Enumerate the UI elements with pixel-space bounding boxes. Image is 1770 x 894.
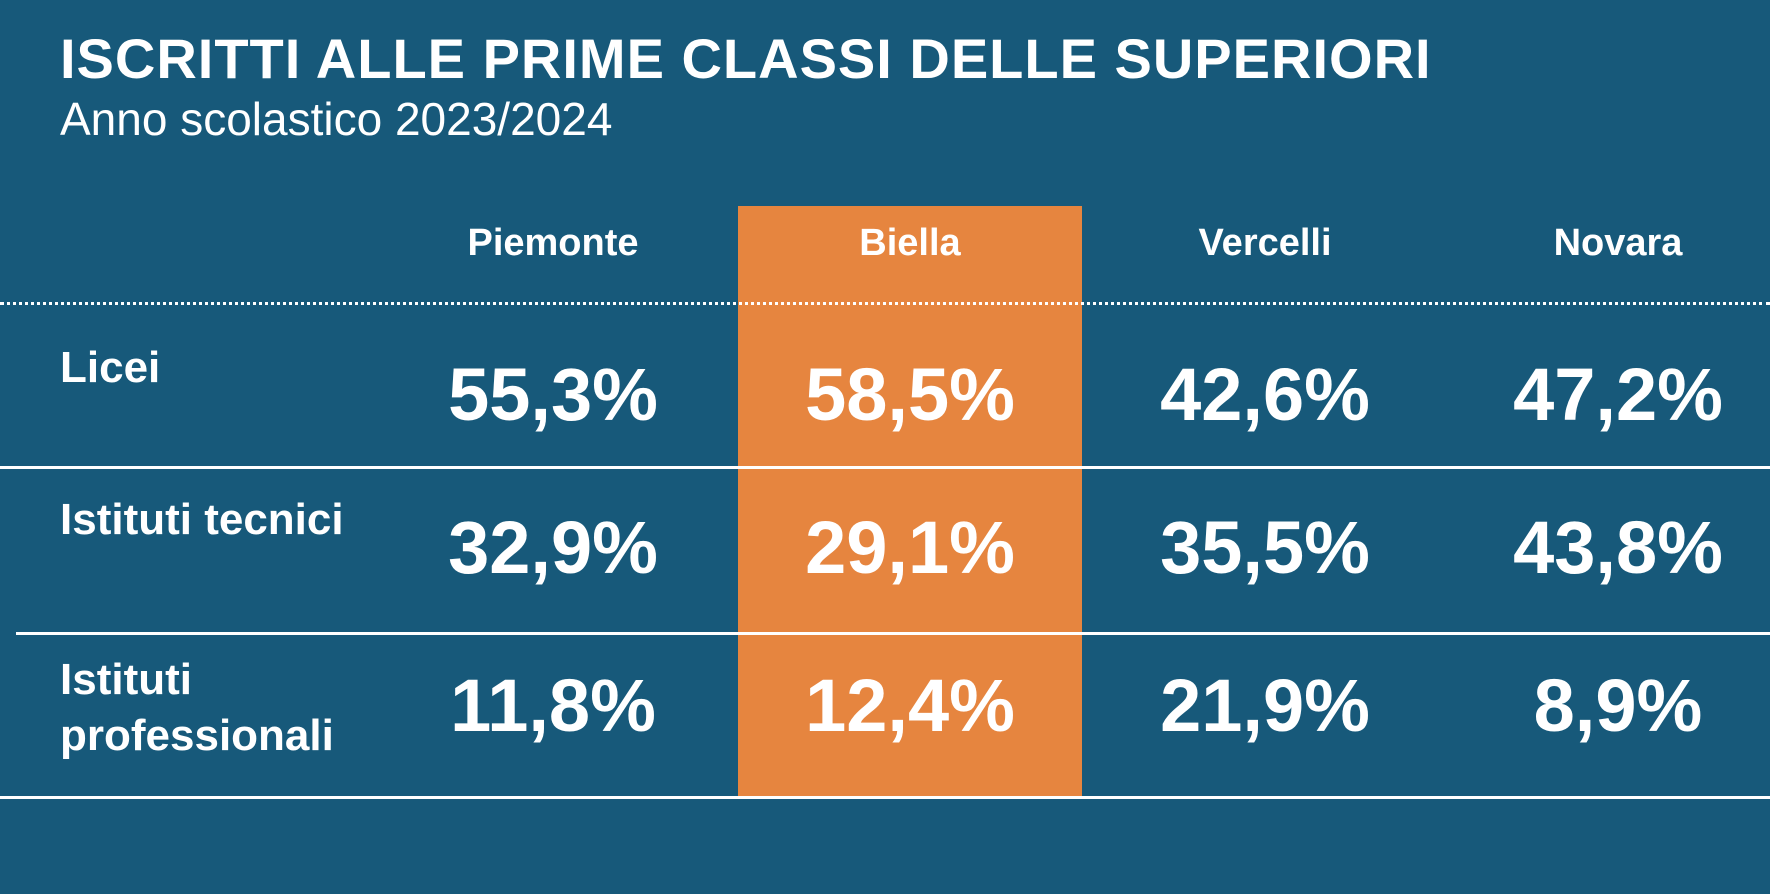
chart-subtitle: Anno scolastico 2023/2024 — [60, 93, 613, 145]
value-cell-vercelli: 21,9% — [1160, 664, 1370, 747]
chart-title: ISCRITTI ALLE PRIME CLASSI DELLE SUPERIO… — [60, 27, 1432, 90]
value-cell-biella: 29,1% — [805, 506, 1015, 589]
row-label: Istituti professionali — [60, 655, 334, 760]
value-cell-biella: 12,4% — [805, 664, 1015, 747]
value-cell-vercelli: 42,6% — [1160, 353, 1370, 436]
value-cell-novara: 8,9% — [1533, 664, 1703, 747]
value-cell-novara: 47,2% — [1513, 353, 1723, 436]
row-divider — [0, 796, 1770, 799]
value-cell-biella: 58,5% — [805, 353, 1015, 436]
row-label: Istituti tecnici — [60, 495, 344, 544]
column-header-piemonte: Piemonte — [467, 222, 639, 264]
header-divider — [0, 302, 1770, 305]
column-header-vercelli: Vercelli — [1198, 222, 1332, 264]
value-cell-vercelli: 35,5% — [1160, 506, 1370, 589]
row-divider — [0, 466, 1770, 469]
value-cell-piemonte: 32,9% — [448, 506, 658, 589]
column-header-novara: Novara — [1553, 222, 1683, 264]
row-divider — [16, 632, 1770, 635]
column-header-biella: Biella — [859, 222, 961, 264]
value-cell-novara: 43,8% — [1513, 506, 1723, 589]
row-label: Licei — [60, 343, 161, 392]
value-cell-piemonte: 11,8% — [450, 664, 656, 747]
value-cell-piemonte: 55,3% — [448, 353, 658, 436]
